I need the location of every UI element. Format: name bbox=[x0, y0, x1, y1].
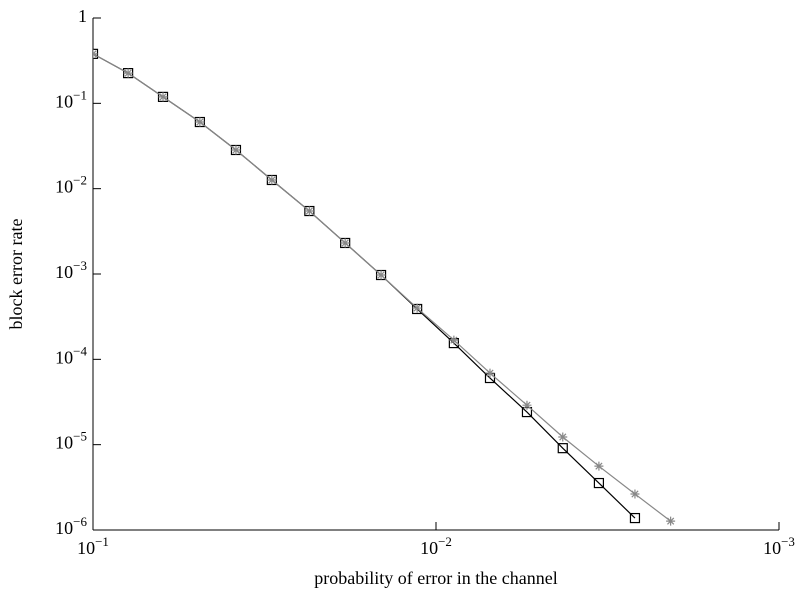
marker bbox=[123, 68, 133, 78]
series-line bbox=[93, 53, 636, 519]
marker bbox=[630, 489, 640, 499]
tick-label: 10−4 bbox=[55, 343, 87, 367]
marker bbox=[412, 303, 422, 313]
tick-label: 1 bbox=[78, 6, 87, 26]
marker bbox=[557, 443, 568, 454]
plot-area bbox=[93, 48, 676, 526]
series-line bbox=[93, 53, 671, 522]
marker bbox=[376, 270, 386, 280]
marker bbox=[449, 335, 459, 345]
tick-label: 10−3 bbox=[55, 258, 87, 282]
marker bbox=[666, 516, 676, 526]
marker bbox=[629, 512, 641, 524]
marker bbox=[558, 432, 568, 442]
marker bbox=[231, 145, 241, 155]
tick-label: 10−2 bbox=[420, 534, 452, 558]
tick-label: 10−1 bbox=[77, 534, 109, 558]
tick-label: 10−6 bbox=[55, 514, 87, 538]
marker bbox=[304, 206, 314, 216]
tick-label: 10−3 bbox=[763, 534, 795, 558]
marker bbox=[340, 238, 350, 248]
tick-label: 10−5 bbox=[55, 429, 87, 453]
y-axis-label: block error rate bbox=[6, 219, 26, 330]
marker bbox=[522, 400, 532, 410]
marker bbox=[593, 477, 605, 489]
marker bbox=[594, 461, 604, 471]
tick-label: 10−1 bbox=[55, 87, 87, 111]
x-axis-label: probability of error in the channel bbox=[314, 568, 557, 588]
marker bbox=[158, 92, 168, 102]
marker bbox=[93, 49, 98, 59]
marker bbox=[195, 117, 205, 127]
marker bbox=[267, 175, 277, 185]
marker bbox=[485, 368, 495, 378]
tick-label: 10−2 bbox=[55, 173, 87, 197]
